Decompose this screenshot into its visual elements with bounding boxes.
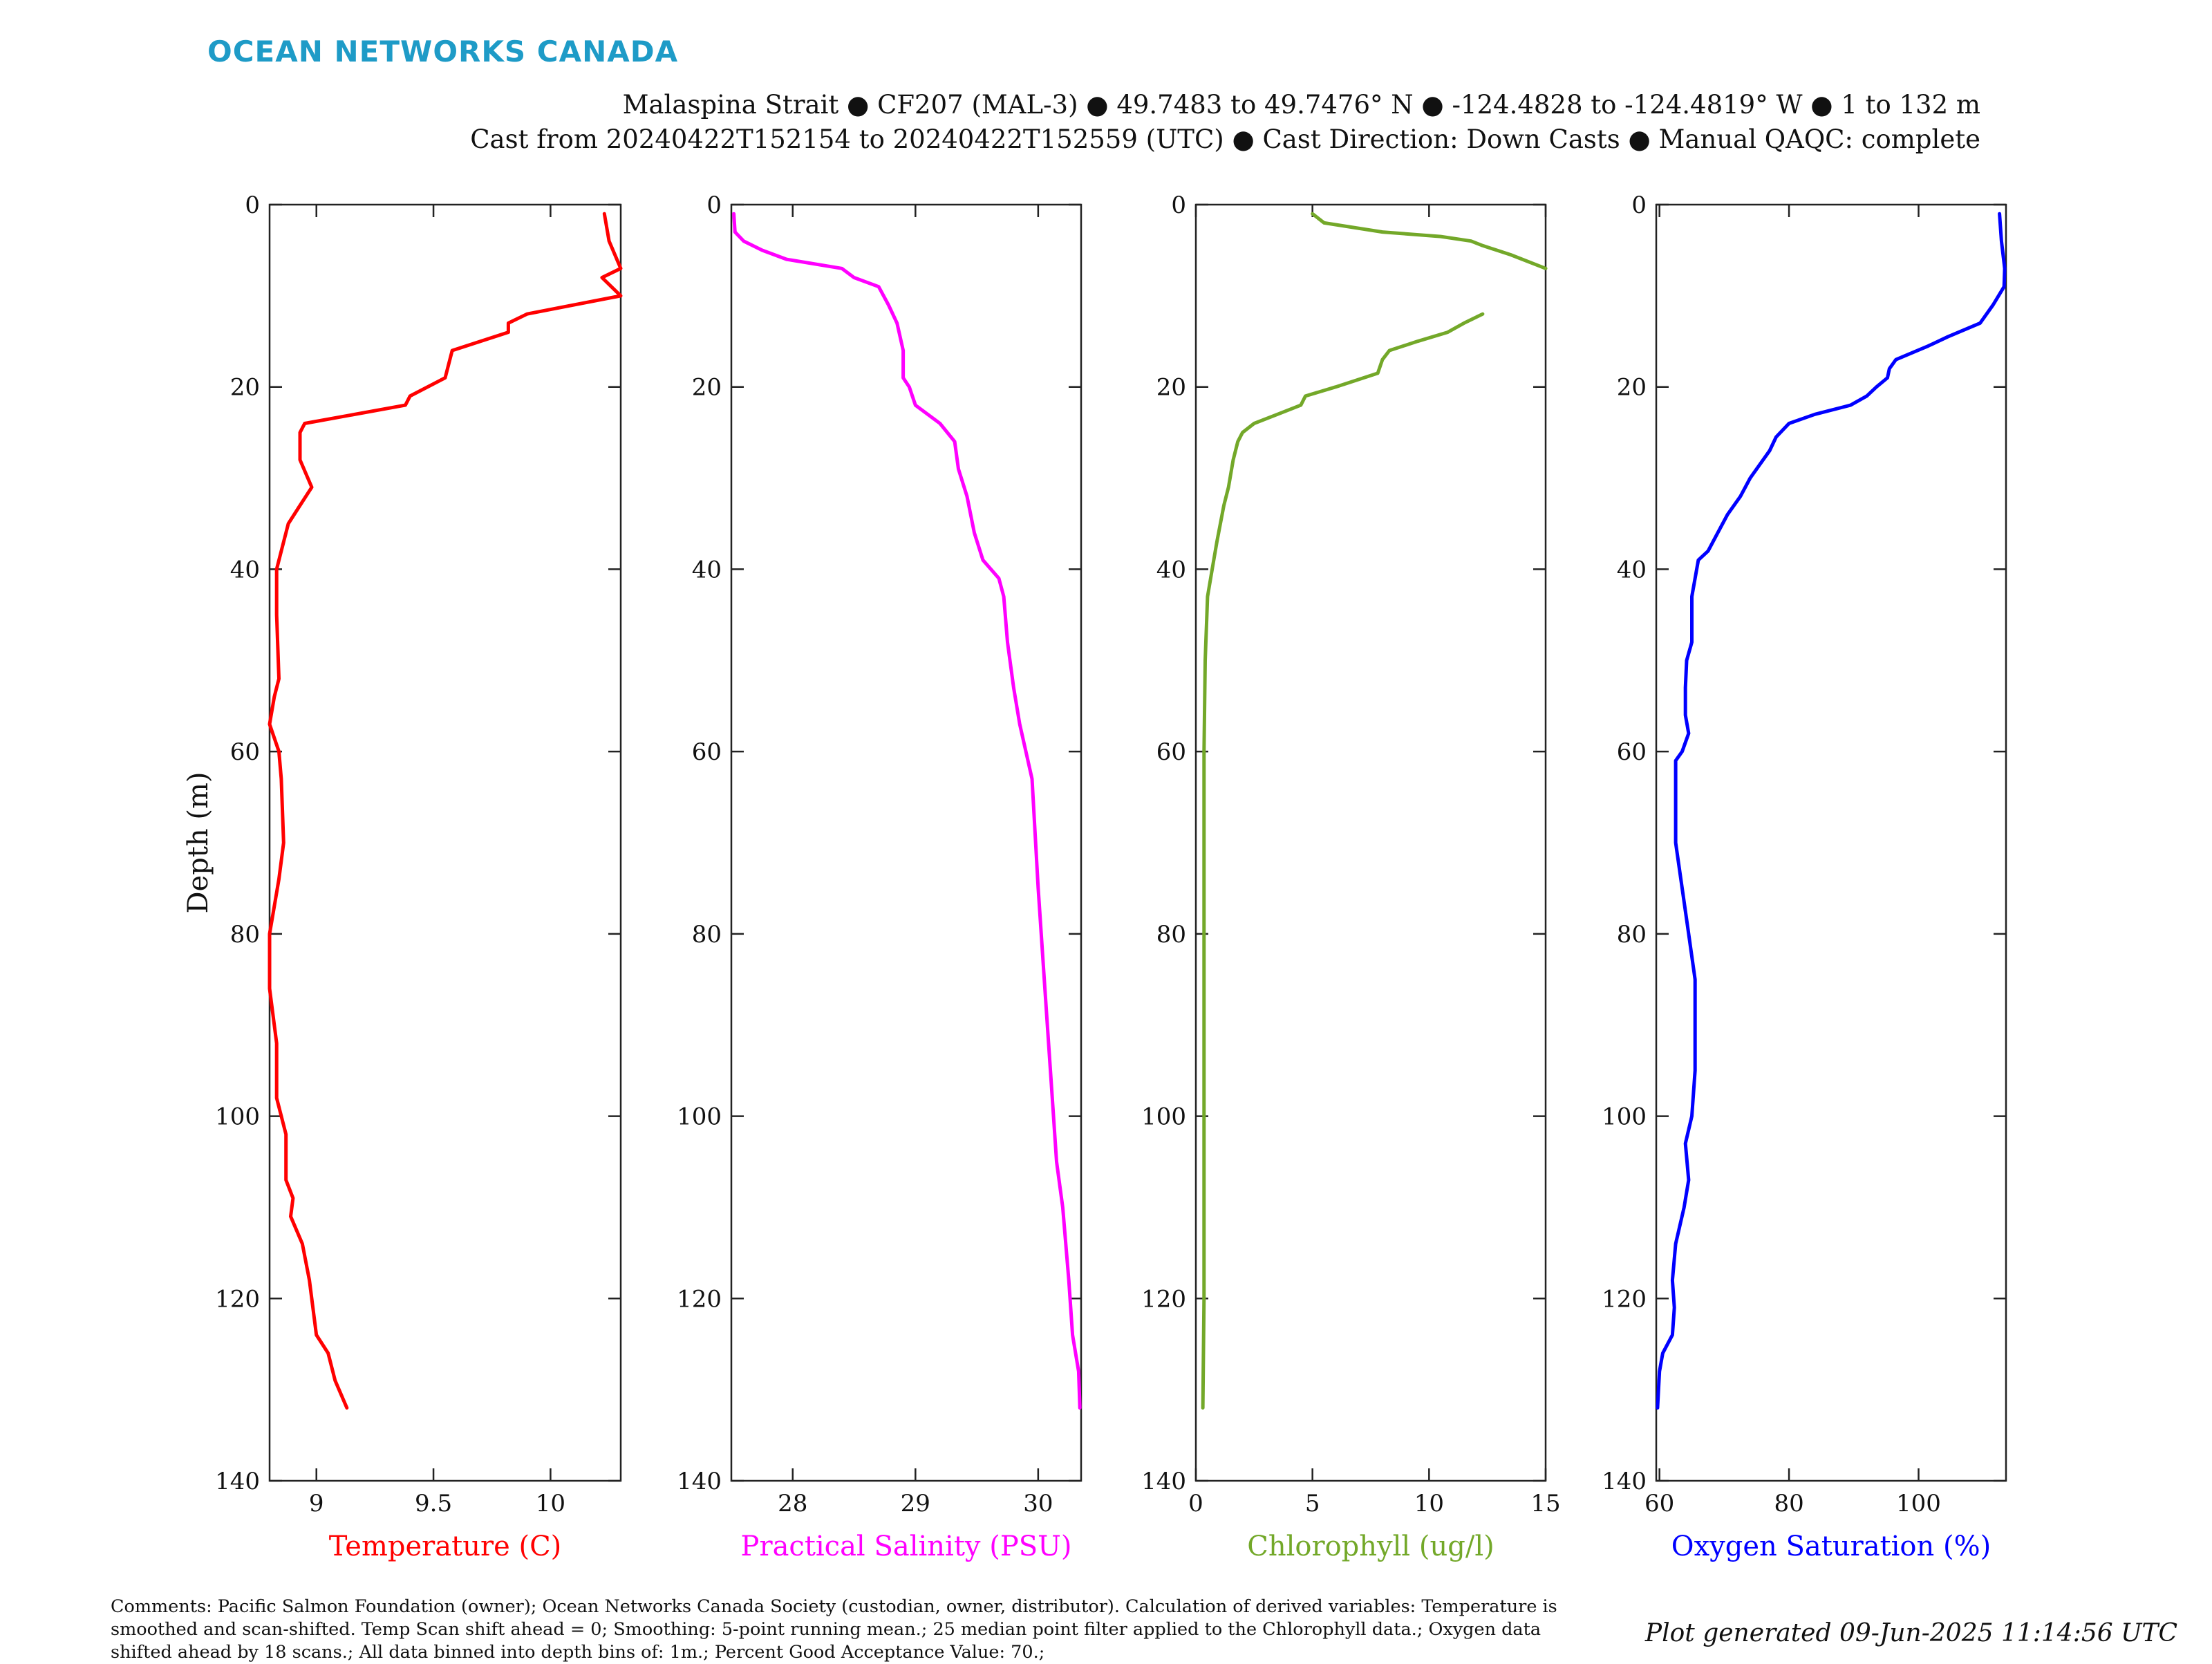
x-tick-label: 10 [1414, 1490, 1444, 1517]
y-tick-label: 0 [1171, 191, 1186, 219]
x-tick-label: 15 [1530, 1490, 1560, 1517]
x-tick-label: 0 [1188, 1490, 1203, 1517]
y-tick-label: 120 [677, 1285, 722, 1313]
y-tick-label: 120 [1141, 1285, 1186, 1313]
y-tick-label: 40 [1617, 556, 1647, 583]
y-tick-label: 40 [230, 556, 260, 583]
x-axis-label-0: Temperature (C) [329, 1531, 562, 1562]
y-tick-label: 80 [230, 921, 260, 948]
processing-comments: Comments: Pacific Salmon Foundation (own… [111, 1596, 1557, 1663]
y-tick-label: 100 [1602, 1103, 1647, 1131]
x-tick-label: 29 [901, 1490, 930, 1517]
x-axis-label-1: Practical Salinity (PSU) [741, 1531, 1072, 1562]
y-tick-label: 40 [692, 556, 722, 583]
plot-frame-1 [730, 203, 1082, 1482]
y-tick-label: 20 [230, 374, 260, 402]
y-tick-label: 80 [1617, 921, 1647, 948]
y-tick-label: 80 [1156, 921, 1186, 948]
x-tick-label: 30 [1023, 1490, 1053, 1517]
y-tick-label: 140 [1602, 1468, 1647, 1495]
y-tick-label: 20 [1617, 374, 1647, 402]
y-axis-label: Depth (m) [182, 772, 214, 913]
y-tick-label: 140 [677, 1468, 722, 1495]
y-tick-label: 120 [1602, 1285, 1647, 1313]
y-tick-label: 40 [1156, 556, 1186, 583]
x-tick-label: 5 [1305, 1490, 1320, 1517]
plot-frame-0 [268, 203, 622, 1482]
y-tick-label: 140 [1141, 1468, 1186, 1495]
x-tick-label: 28 [778, 1490, 807, 1517]
y-tick-label: 0 [1631, 191, 1647, 219]
x-tick-label: 100 [1896, 1490, 1941, 1517]
x-tick-label: 9.5 [415, 1490, 452, 1517]
profile-line-1-0 [732, 212, 1082, 1410]
cast-time-subtitle: Cast from 20240422T152154 to 20240422T15… [470, 124, 1980, 154]
y-tick-label: 20 [692, 374, 722, 402]
profile-line-0-0 [268, 212, 623, 1410]
y-tick-label: 100 [215, 1103, 260, 1131]
profile-line-2-0 [1311, 212, 1548, 270]
cast-location-title: Malaspina Strait ● CF207 (MAL-3) ● 49.74… [622, 90, 1980, 120]
plot-frame-3 [1655, 203, 2007, 1482]
y-tick-label: 20 [1156, 374, 1186, 402]
y-tick-label: 0 [245, 191, 260, 219]
y-tick-label: 60 [230, 738, 260, 766]
y-tick-label: 100 [1141, 1103, 1186, 1131]
x-tick-label: 80 [1774, 1490, 1803, 1517]
x-axis-label-2: Chlorophyll (ug/l) [1247, 1531, 1494, 1562]
plot-generated-timestamp: Plot generated 09-Jun-2025 11:14:56 UTC [1644, 1619, 2177, 1647]
x-tick-label: 10 [536, 1490, 565, 1517]
x-tick-label: 60 [1644, 1490, 1674, 1517]
y-tick-label: 0 [706, 191, 722, 219]
brand-logo-text: OCEAN NETWORKS CANADA [207, 35, 679, 68]
y-tick-label: 60 [692, 738, 722, 766]
y-tick-label: 60 [1617, 738, 1647, 766]
profile-line-3-0 [1656, 212, 2007, 1410]
x-tick-label: 9 [309, 1490, 324, 1517]
y-tick-label: 60 [1156, 738, 1186, 766]
y-tick-label: 100 [677, 1103, 722, 1131]
y-tick-label: 140 [215, 1468, 260, 1495]
plot-frame-2 [1194, 203, 1547, 1482]
y-tick-label: 120 [215, 1285, 260, 1313]
y-tick-label: 80 [692, 921, 722, 948]
profile-line-2-1 [1201, 312, 1485, 1410]
x-axis-label-3: Oxygen Saturation (%) [1671, 1531, 1991, 1562]
